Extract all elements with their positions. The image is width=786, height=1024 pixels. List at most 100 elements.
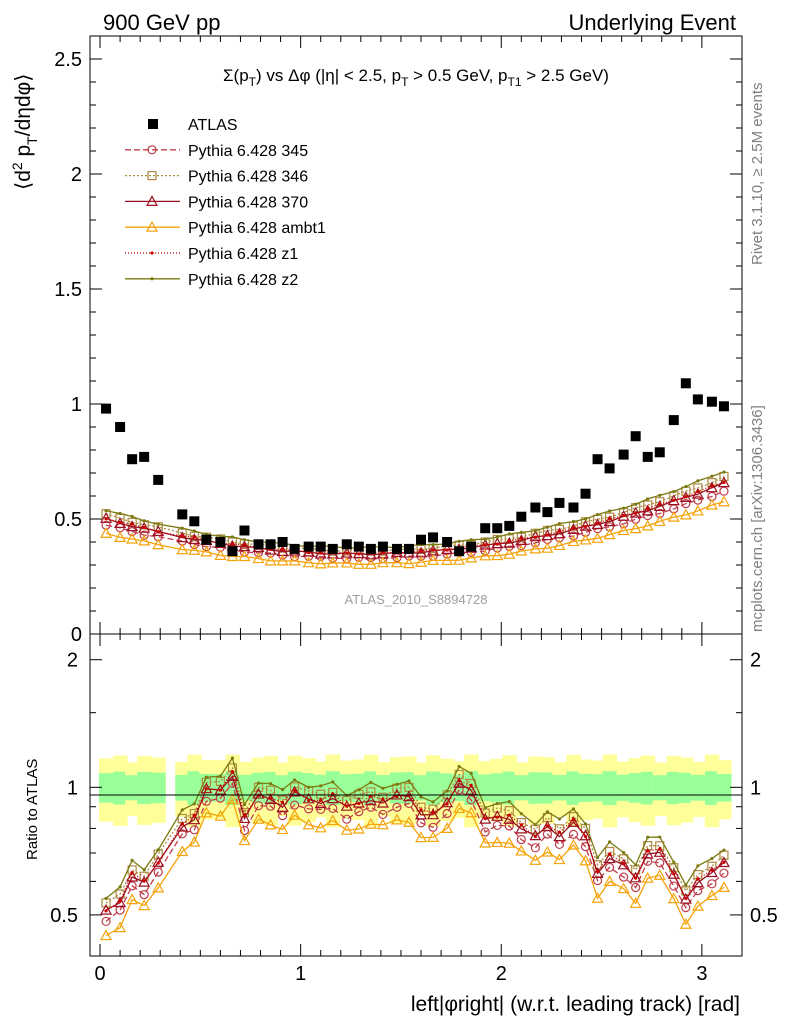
series-ambt1-point <box>100 527 113 538</box>
ratio-inner-band <box>540 772 555 804</box>
series-370-point <box>617 510 630 521</box>
series-z1-point <box>156 530 160 534</box>
series-345-ratio-point <box>342 814 352 824</box>
ratio-inner-band <box>502 771 517 805</box>
series-370-ratio-point <box>667 868 680 879</box>
series-z2-point <box>483 537 487 541</box>
series-370-ratio-point <box>126 870 139 882</box>
series-z2-ratio-point <box>395 782 399 786</box>
header-collision-label: 900 GeV pp <box>103 10 220 35</box>
series-z1-ratio-point <box>268 796 273 800</box>
series-z2-point <box>646 497 650 501</box>
series-370-point <box>679 491 692 502</box>
series-ambt1-ratio-point <box>679 918 692 929</box>
series-370-ratio-point <box>603 852 616 864</box>
ratio-y-tick-label-right: 1 <box>750 777 761 799</box>
series-370-point <box>717 476 730 488</box>
series-ambt1-point <box>691 504 704 516</box>
series-z1-point <box>710 484 714 488</box>
atlas-data-point <box>706 396 717 407</box>
atlas-data-point <box>377 541 388 552</box>
series-ambt1-ratio-point <box>567 838 580 850</box>
series-370-ratio-point <box>579 829 592 841</box>
x-axis-label: left|φright| (w.r.t. leading track) [rad… <box>411 993 740 1016</box>
series-ambt1-point <box>364 558 377 569</box>
y-tick-label: 2 <box>71 164 82 186</box>
series-ambt1-ratio-point <box>617 882 630 894</box>
series-370-point <box>503 536 516 548</box>
series-345-ratio-point <box>568 829 579 839</box>
series-345-ratio-point <box>304 804 314 814</box>
series-345-ratio-point <box>101 916 111 927</box>
series-z2-ratio-point <box>319 784 323 788</box>
series-z1-ratio-point <box>381 797 385 801</box>
series-z1-ratio-point <box>242 813 247 817</box>
atlas-data-point <box>189 516 200 527</box>
series-370-ratio-point <box>465 784 478 795</box>
series-z2-ratio-point <box>431 800 435 804</box>
series-z2-point <box>722 470 726 474</box>
legend-atlas-marker <box>148 119 158 129</box>
series-ambt1-ratio-point <box>427 831 440 842</box>
series-ambt1-ratio-point <box>390 813 403 825</box>
series-ambt1-ratio-point <box>100 929 113 941</box>
series-370-ratio-point <box>364 794 377 806</box>
series-370-ratio-point <box>617 858 630 870</box>
series-z1-ratio-point <box>607 852 612 856</box>
series-ambt1-point <box>617 524 630 536</box>
series-345-ratio-point <box>201 796 211 806</box>
series-z1-ratio-point <box>256 793 261 798</box>
series-370-ratio-point <box>376 796 389 808</box>
series-ambt1-ratio-point <box>453 802 466 814</box>
series-z2-ratio-point <box>684 883 688 887</box>
series-z2-point <box>156 522 160 526</box>
atlas-data-point <box>680 378 691 389</box>
series-346-ratio-point <box>516 818 526 828</box>
atlas-data-point <box>580 488 591 499</box>
series-z1-ratio-point <box>672 872 676 876</box>
series-345-ratio-point <box>693 886 703 896</box>
series-345-point <box>568 531 579 541</box>
series-370-point <box>705 481 718 493</box>
legend-z1-label: Pythia 6.428 z1 <box>188 246 298 263</box>
series-345-ratio-point <box>592 875 603 886</box>
series-z2-ratio-point <box>218 774 222 778</box>
series-z2-ratio-point <box>268 781 273 786</box>
series-370-ratio-point <box>691 876 704 888</box>
series-ambt1-point <box>326 556 339 568</box>
ratio-inner-band <box>237 774 252 801</box>
series-z1-ratio-point <box>180 822 184 826</box>
ratio-inner-band <box>137 771 152 805</box>
atlas-data-point <box>403 543 414 554</box>
atlas-data-point <box>480 523 491 534</box>
atlas-data-point <box>303 541 314 552</box>
ratio-inner-band <box>263 771 279 805</box>
series-ambt1-point <box>288 554 301 566</box>
legend-atlas-label: ATLAS <box>188 117 238 134</box>
series-z2-ratio-point <box>557 817 562 821</box>
series-z1-point <box>622 513 626 518</box>
atlas-data-point <box>428 532 439 543</box>
series-ambt1-ratio-point <box>152 881 165 893</box>
series-z1-point <box>345 551 349 555</box>
series-z1-point <box>634 511 638 515</box>
series-ambt1-ratio-point <box>479 836 492 848</box>
legend-ambt1-label: Pythia 6.428 ambt1 <box>188 220 326 237</box>
series-z1-point <box>607 517 612 521</box>
series-370-point <box>138 521 151 533</box>
series-370-ratio-point <box>427 808 440 820</box>
series-ambt1-point <box>503 547 516 559</box>
series-ambt1-ratio-point <box>705 889 718 901</box>
series-ambt1-point <box>390 556 403 568</box>
series-z1-ratio-point <box>118 899 122 903</box>
series-345-ratio-point <box>504 821 514 831</box>
series-z2-ratio-point <box>369 780 373 785</box>
series-ambt1-ratio-point <box>126 893 139 905</box>
ratio-y-tick-label-right: 2 <box>750 650 761 672</box>
series-345-ratio-point <box>707 879 717 889</box>
series-345-point <box>530 538 540 548</box>
series-z1-ratio-point <box>483 817 487 821</box>
series-z1-ratio-point <box>622 862 626 866</box>
atlas-data-point <box>618 449 629 460</box>
series-370-ratio-point <box>200 782 213 794</box>
